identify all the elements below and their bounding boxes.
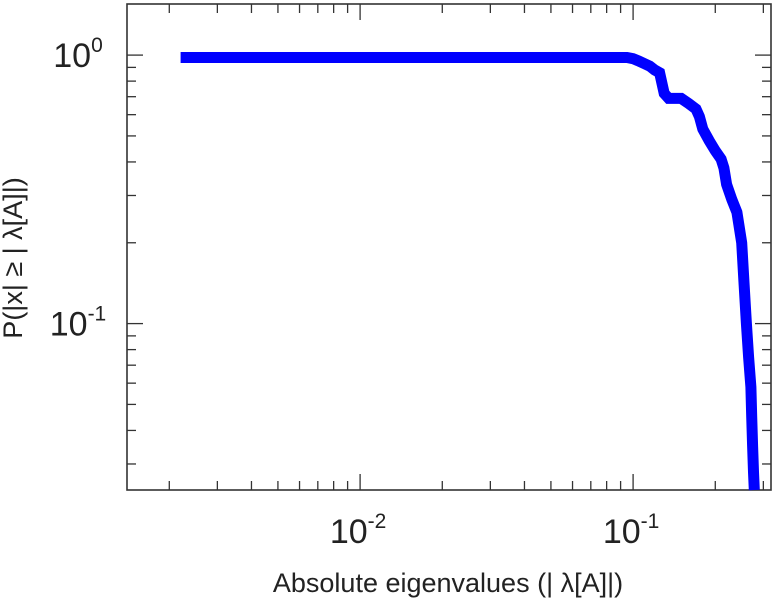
major-ticks (127, 4, 771, 490)
y-tick-label: 100 (53, 34, 103, 75)
series-layer (180, 52, 760, 491)
series-line-0 (180, 52, 760, 491)
y-axis-label: P(|x| ≥ | λ[A]|) (0, 177, 28, 338)
x-tick-label: 10-2 (330, 510, 387, 551)
plot-frame (126, 3, 772, 491)
tick-labels: 10-2 10-1 100 10-1 (50, 34, 660, 551)
minor-ticks (127, 4, 771, 490)
x-tick-label: 10-1 (603, 510, 660, 551)
y-tick-label: 10-1 (50, 303, 107, 344)
x-axis-label: Absolute eigenvalues (| λ[A]|) (273, 568, 623, 598)
